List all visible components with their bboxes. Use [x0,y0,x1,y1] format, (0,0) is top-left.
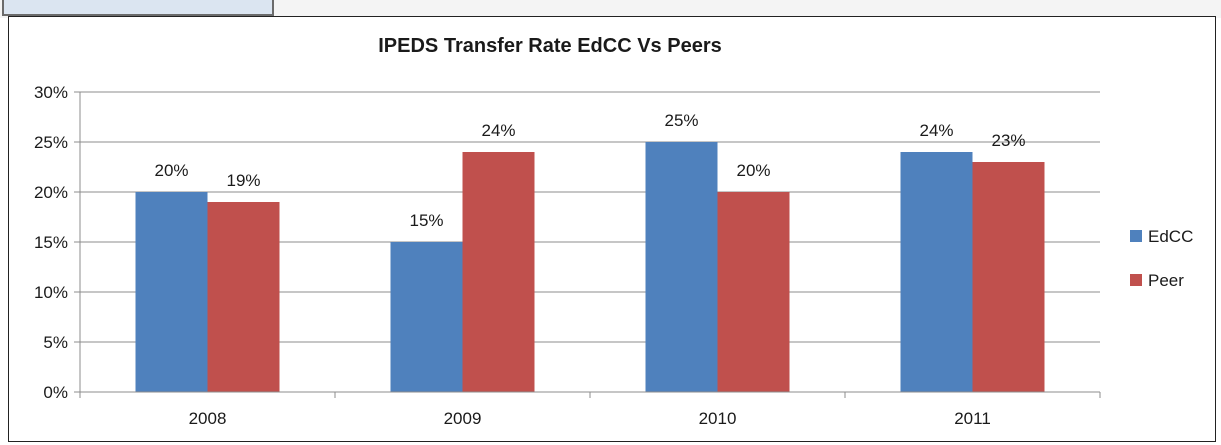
bar-peer-2008 [207,202,280,392]
x-tick-label: 2010 [699,409,737,428]
y-tick-label: 10% [34,283,68,302]
x-tick-label: 2009 [444,409,482,428]
legend: EdCC Peer [1130,227,1193,290]
data-label: 15% [409,211,443,230]
chart-title: IPEDS Transfer Rate EdCC Vs Peers [378,35,721,57]
data-label: 23% [991,131,1025,150]
bar-peer-2010 [717,192,790,392]
data-label: 20% [154,161,188,180]
y-tick-label: 25% [34,133,68,152]
legend-swatch-peer [1130,274,1142,286]
data-label: 25% [664,111,698,130]
x-tick-label: 2011 [954,409,991,428]
sheet-strip [0,0,1221,18]
axes: 0% 5% 10% 15% 20% 25% 30% 2008 2009 2010 2011 [34,83,1101,428]
y-tick-label: 0% [43,383,68,402]
sheet-tab [2,0,274,16]
bar-edcc-2010 [645,142,718,392]
legend-label-edcc: EdCC [1148,227,1193,246]
bar-edcc-2009 [390,242,463,392]
data-label: 24% [919,121,953,140]
legend-label-peer: Peer [1148,271,1184,290]
legend-swatch-edcc [1130,230,1142,242]
x-tick-label: 2008 [189,409,227,428]
bar-edcc-2008 [135,192,208,392]
data-label: 20% [736,161,770,180]
y-tick-label: 30% [34,83,68,102]
bar-peer-2009 [462,152,535,392]
y-tick-label: 20% [34,183,68,202]
y-tick-label: 5% [43,333,68,352]
bars: 20% 19% 15% 24% 25% 20% 24% 23% [135,111,1045,392]
y-tick-label: 15% [34,233,68,252]
bar-edcc-2011 [900,152,973,392]
data-label: 24% [481,121,515,140]
data-label: 19% [226,171,260,190]
bar-peer-2011 [972,162,1045,392]
